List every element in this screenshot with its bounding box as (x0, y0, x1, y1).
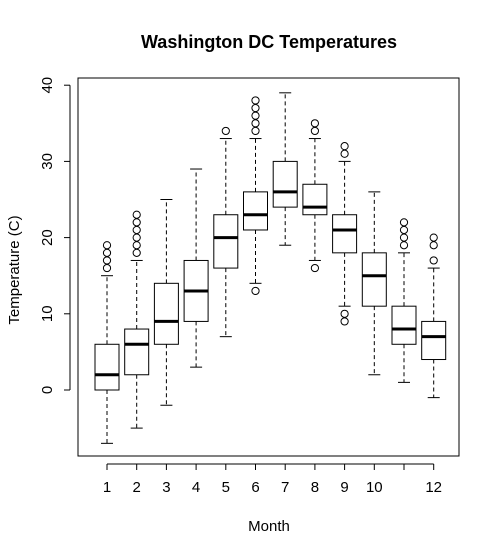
iqr-box-7 (272, 160, 298, 208)
iqr-box-2 (124, 328, 150, 376)
outlier-point-12-0 (429, 256, 438, 265)
outlier-point-6-3 (251, 111, 260, 120)
y-tick-label-0: 0 (39, 386, 56, 394)
x-tick-label-7: 7 (281, 479, 289, 496)
x-tick-label-8: 8 (311, 479, 319, 496)
x-axis-label: Month (248, 518, 290, 535)
outlier-point-2-5 (132, 210, 141, 219)
box-month-9 (332, 142, 358, 326)
outlier-point-11-1 (399, 233, 409, 242)
box-month-1 (94, 241, 120, 444)
iqr-box-5 (213, 214, 239, 269)
iqr-box-3 (153, 282, 179, 345)
outlier-point-12-2 (429, 233, 438, 242)
outlier-point-6-0 (251, 286, 260, 296)
y-tick-label-40: 40 (39, 77, 56, 94)
outlier-point-2-1 (132, 241, 141, 250)
outlier-point-1-3 (102, 241, 112, 250)
box-month-2 (124, 210, 150, 429)
x-tick-label-5: 5 (222, 479, 230, 496)
x-tick-label-2: 2 (133, 479, 141, 496)
outlier-point-9-1 (340, 309, 349, 318)
box-month-11 (391, 218, 417, 383)
outlier-point-9-3 (340, 142, 349, 151)
y-tick-label-30: 30 (39, 153, 56, 170)
outlier-point-9-0 (340, 317, 349, 326)
outlier-point-2-2 (132, 233, 141, 242)
outlier-point-5-0 (221, 126, 230, 136)
iqr-box-12 (421, 320, 447, 361)
y-axis-label: Temperature (C) (6, 215, 23, 324)
chart-marks (94, 92, 447, 444)
outlier-point-6-1 (251, 126, 260, 136)
iqr-box-11 (391, 305, 417, 345)
outlier-point-8-0 (310, 263, 319, 273)
iqr-box-6 (243, 191, 268, 231)
box-month-12 (421, 233, 447, 399)
x-tick-label-6: 6 (251, 479, 259, 496)
outlier-point-11-3 (399, 218, 409, 227)
x-tick-label-4: 4 (192, 479, 200, 496)
outlier-point-6-4 (251, 103, 260, 113)
outlier-point-2-0 (132, 248, 141, 257)
outlier-point-12-1 (429, 241, 438, 250)
outlier-point-2-4 (132, 218, 141, 227)
outlier-point-1-1 (102, 256, 112, 265)
box-month-4 (183, 168, 209, 368)
outlier-point-8-1 (310, 126, 319, 136)
outlier-point-1-2 (102, 248, 112, 257)
iqr-box-9 (332, 214, 358, 254)
x-tick-label-9: 9 (340, 479, 348, 496)
x-tick-label-10: 10 (366, 479, 383, 496)
x-tick-label-12: 12 (425, 479, 442, 496)
outlier-point-11-2 (399, 225, 409, 235)
outlier-point-6-2 (251, 119, 260, 128)
box-month-10 (361, 191, 387, 376)
iqr-box-8 (302, 183, 328, 216)
y-tick-label-20: 20 (39, 229, 56, 246)
box-month-3 (153, 199, 179, 406)
outlier-point-1-0 (102, 263, 112, 273)
outlier-point-11-0 (399, 241, 409, 250)
plot-frame (77, 77, 460, 457)
outlier-point-8-2 (310, 119, 319, 128)
iqr-box-10 (361, 252, 387, 307)
chart-title: Washington DC Temperatures (141, 32, 397, 52)
outlier-point-9-2 (340, 149, 349, 158)
box-month-8 (302, 119, 328, 273)
box-month-7 (272, 92, 298, 246)
x-tick-label-3: 3 (162, 479, 170, 496)
x-tick-label-1: 1 (103, 479, 111, 496)
box-month-5 (213, 126, 239, 338)
box-month-6 (243, 96, 268, 296)
outlier-point-6-5 (251, 96, 260, 105)
iqr-box-1 (94, 343, 120, 391)
y-tick-label-10: 10 (39, 305, 56, 322)
outlier-point-2-3 (132, 225, 141, 235)
